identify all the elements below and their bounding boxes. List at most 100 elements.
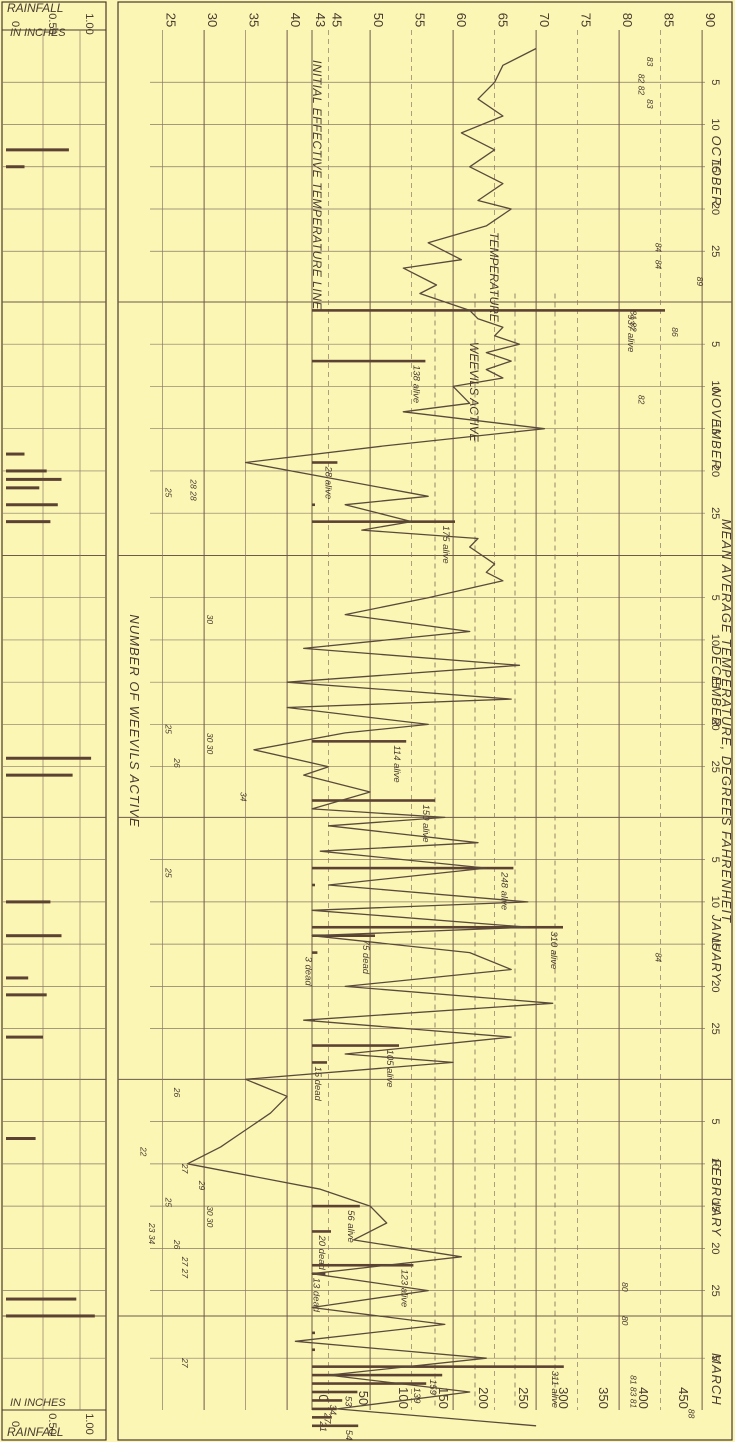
- weevil-bar: [312, 934, 375, 937]
- min-temperature-note: 26: [172, 1239, 182, 1250]
- temp-tick-label: 35: [247, 13, 262, 27]
- min-temperature-note: 26: [172, 757, 182, 768]
- weevil-count-label: 105 alive: [384, 1050, 395, 1088]
- rainfall-bar: [6, 756, 92, 760]
- month-label: FEBRUARY: [709, 1158, 724, 1237]
- min-temperature-note: 29: [197, 1180, 207, 1191]
- weevil-bar: [312, 1230, 331, 1233]
- rainfall-bar: [6, 165, 25, 169]
- weevil-bar: [312, 1365, 564, 1368]
- weevil-count-label: 138 alive: [410, 365, 421, 403]
- rainfall-bar: [6, 1137, 36, 1140]
- weevil-bar: [312, 883, 315, 887]
- min-temperature-note: 81 82: [628, 310, 638, 332]
- weevil-tick-label: 400: [636, 1387, 651, 1409]
- weevil-bar: [312, 359, 426, 363]
- weevil-count-label: 123 alive: [398, 1269, 409, 1307]
- day-tick-label: 25: [709, 761, 721, 773]
- month-label: NOVEMBER: [709, 387, 724, 469]
- weevil-tick-label: 200: [476, 1387, 491, 1409]
- main-panel-frame: [117, 1, 733, 1441]
- rain-tick-label: 0: [9, 1421, 21, 1427]
- weevil-bar: [312, 461, 338, 464]
- temp-tick-label: 45: [330, 13, 345, 27]
- weevil-count-label: 53: [342, 1396, 353, 1407]
- min-temperature-note: 34: [238, 792, 248, 802]
- rain-tick-label: 1.00: [83, 1413, 95, 1434]
- weevil-bar: [312, 1044, 399, 1047]
- rain-tick-label: 1.00: [83, 13, 95, 34]
- min-temperature-note: 82 82: [637, 74, 647, 96]
- tick-labels: 5 10 15 20 25 OCTOBER 5 10 15 20 25 NOVEMBER 5 10 15 20…: [9, 13, 724, 1435]
- rain-tick-label: 0: [9, 21, 21, 27]
- weevil-bar: [312, 925, 563, 929]
- weevil-bar: [312, 1348, 315, 1352]
- day-tick-label: 10: [709, 118, 721, 130]
- min-temperature-note: 25: [164, 1197, 174, 1208]
- min-temperature-note: 30: [205, 615, 215, 625]
- min-temperature-note: 27: [180, 1357, 190, 1368]
- rainfall-bar: [6, 1297, 77, 1301]
- rainfall-bar: [6, 477, 62, 481]
- day-tick-label: 15: [709, 938, 721, 950]
- weevil-tick-label: 100: [396, 1387, 411, 1409]
- weevil-count-label: 56 alive: [345, 1210, 356, 1243]
- day-tick-label: 10: [709, 380, 721, 392]
- rainfall-bars: [6, 148, 95, 1318]
- day-tick-label: 5: [709, 341, 721, 347]
- temperature-line: [186, 47, 554, 1427]
- weevil-bar: [312, 1018, 315, 1022]
- temp-tick-label: 25: [164, 13, 179, 27]
- day-tick-label: 15: [709, 676, 721, 688]
- weevil-count-label: 20 dead: [316, 1234, 327, 1270]
- day-tick-label: 10: [709, 1158, 721, 1170]
- effective-temperature-line-label: INITIAL EFFECTIVE TEMPERATURE LINE: [310, 60, 324, 310]
- inches-header-bottom: IN INCHES: [10, 1397, 66, 1409]
- weevil-bar: [312, 1272, 326, 1275]
- min-temperature-note: 80: [620, 1282, 630, 1292]
- temp-tick-label: 60: [454, 13, 469, 27]
- weevil-count-label: 139: [411, 1388, 422, 1405]
- temp-tick-label: 85: [662, 13, 677, 27]
- day-tick-label: 25: [709, 1284, 721, 1296]
- day-tick-label: 10: [709, 634, 721, 646]
- min-temperature-note: 25: [164, 723, 174, 734]
- weevil-tick-label: 450: [676, 1387, 691, 1409]
- min-temperature-note: 30 30: [205, 1206, 215, 1228]
- day-tick-label: 5: [709, 1119, 721, 1125]
- rain-tick-label: 0.50: [46, 1413, 58, 1434]
- weevil-count-label: 15 dead: [312, 1066, 323, 1101]
- min-temperature-note: 81 83 81: [628, 1375, 638, 1408]
- day-tick-label: 15: [709, 423, 721, 435]
- weevil-bar: [312, 1399, 343, 1402]
- inches-header-top: IN INCHES: [10, 27, 66, 39]
- weevil-count-label: 150 alive: [420, 805, 431, 843]
- weevil-count-label: 54: [343, 1430, 354, 1441]
- weevil-series-label: WEEVILS ACTIVE: [467, 342, 481, 443]
- day-tick-label: 25: [709, 245, 721, 257]
- weevil-bar: [312, 1416, 332, 1419]
- rainfall-bar: [6, 934, 62, 938]
- weevil-bar: [312, 1331, 315, 1335]
- weevil-bars: 937 alive 138 alive 28 alive 175 alive 114 a…: [302, 309, 665, 1440]
- temp-tick-label: 90: [703, 13, 718, 27]
- weevil-bar: [312, 1263, 414, 1267]
- month-label: OCTOBER: [709, 135, 724, 206]
- weevil-count-label: 937 alive: [625, 314, 636, 352]
- min-temperature-note: 84: [653, 953, 663, 963]
- weevil-bar: [312, 951, 318, 954]
- weevil-tick-label: 250: [516, 1387, 531, 1409]
- min-temperature-note: 25: [164, 867, 174, 878]
- month-label: JANUARY: [709, 914, 724, 983]
- temp-tick-label: 40: [288, 13, 303, 27]
- weevil-count-label: 248 alive: [498, 871, 509, 910]
- weevil-bar: [312, 1390, 358, 1394]
- rainfall-header-bottom: RAINFALL: [7, 1425, 63, 1439]
- rain-tick-label: 0.50: [46, 13, 58, 34]
- weevil-tick-label: 300: [556, 1387, 571, 1409]
- weevil-count-label: 311 alive: [549, 1371, 560, 1408]
- min-temperature-note: 88: [687, 1409, 697, 1419]
- day-tick-label: 20: [709, 1242, 721, 1254]
- temperature-series: [186, 47, 554, 1427]
